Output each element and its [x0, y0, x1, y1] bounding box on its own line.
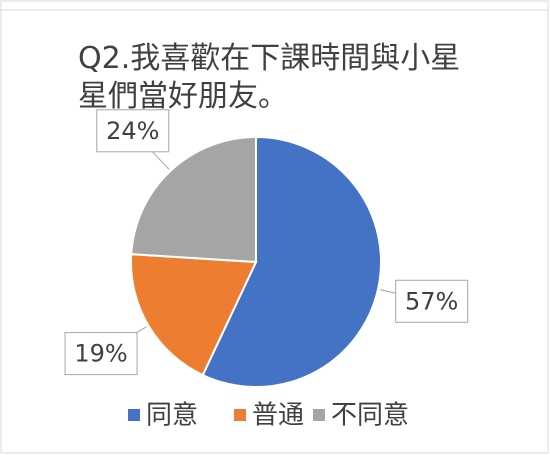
- pie-slice: [201, 135, 382, 388]
- legend-swatch: [128, 409, 140, 421]
- callout-box: [64, 332, 138, 376]
- data-label: 19%: [74, 340, 127, 368]
- legend-swatch: [313, 409, 325, 421]
- pie-slice: [130, 135, 257, 264]
- chart-title: Q2.我喜歡在下課時間與小星星們當好朋友。: [78, 41, 461, 114]
- legend-swatch: [234, 409, 246, 421]
- legend-label: 不同意: [331, 401, 409, 431]
- legend-label: 普通: [252, 401, 304, 431]
- callout-box: [96, 109, 170, 153]
- data-label: 24%: [106, 117, 159, 145]
- data-label: 57%: [405, 287, 458, 315]
- callout-box: [395, 279, 469, 323]
- pie-slice: [130, 253, 258, 377]
- legend-label: 同意: [146, 401, 198, 431]
